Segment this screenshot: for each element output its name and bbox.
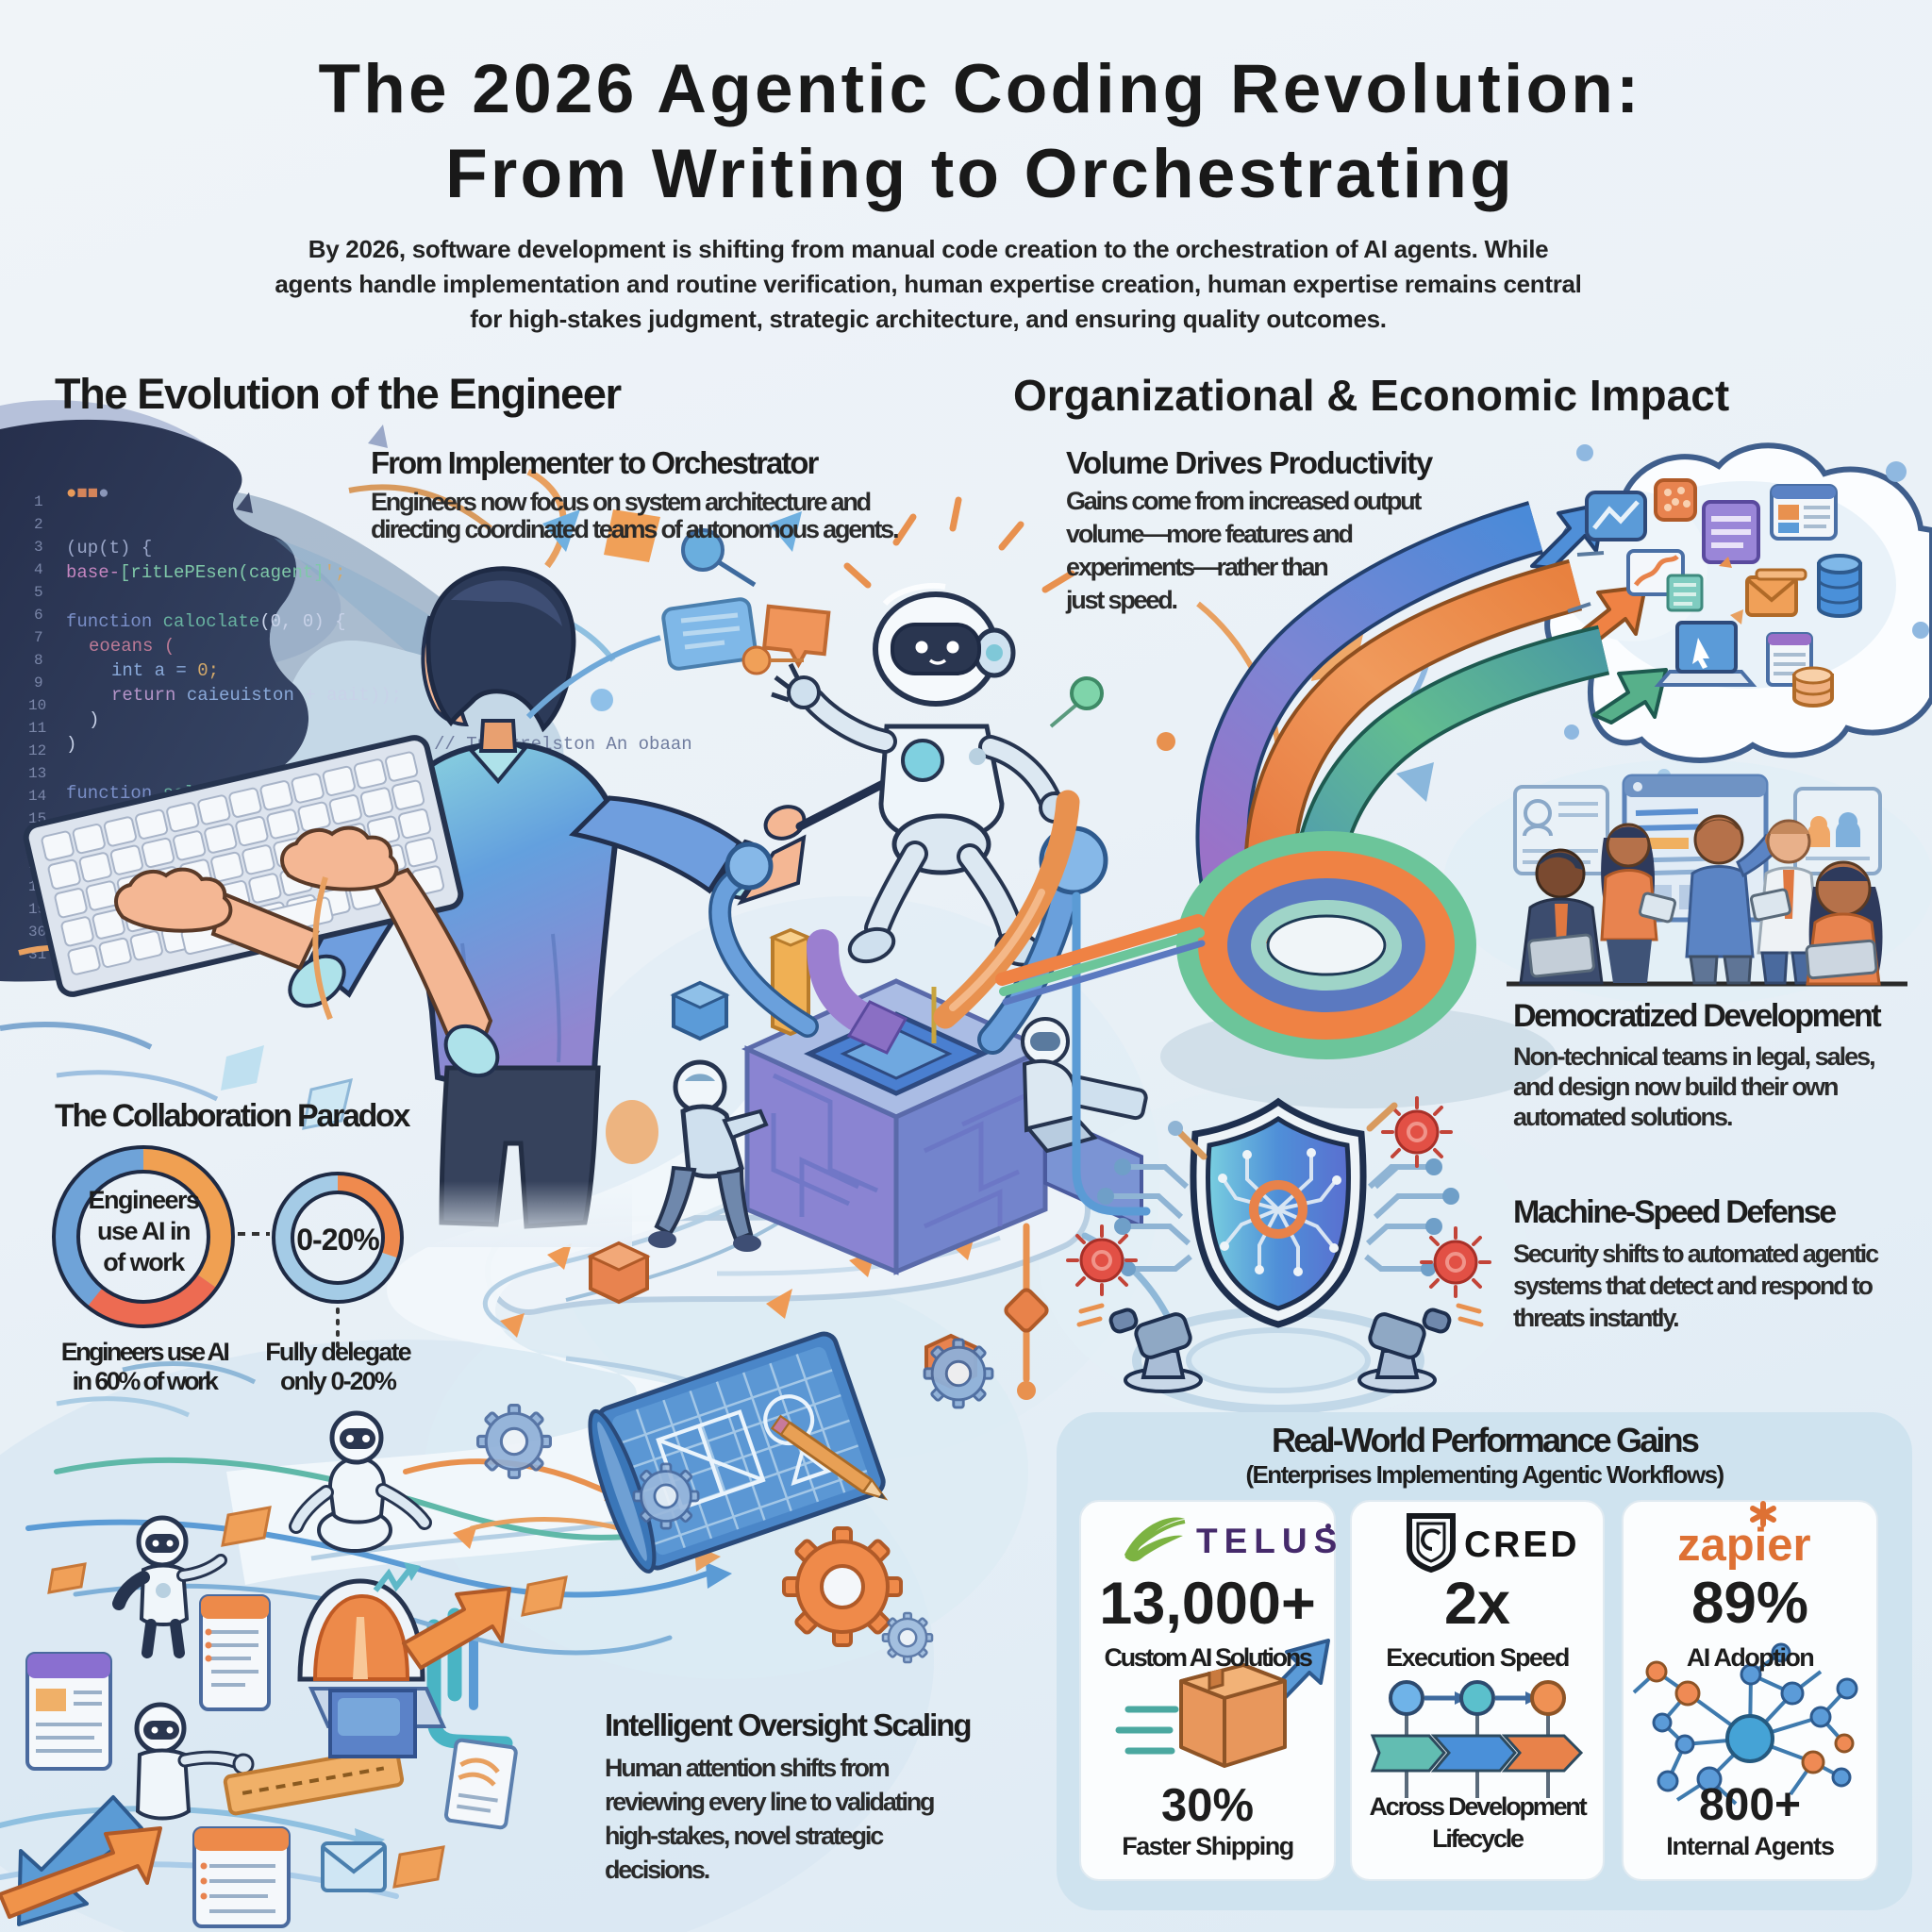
- svg-text:2: 2: [34, 516, 43, 533]
- svg-text:int a = 0;: int a = 0;: [111, 660, 219, 681]
- svg-text:zapier: zapier: [1677, 1520, 1811, 1571]
- svg-text:TELUS: TELUS: [1196, 1522, 1343, 1560]
- svg-text:7: 7: [34, 629, 43, 646]
- svg-text:8: 8: [34, 652, 43, 669]
- svg-text:function caloclate(0, 0) {: function caloclate(0, 0) {: [66, 611, 345, 632]
- svg-text:4: 4: [34, 561, 43, 578]
- svg-text:): ): [89, 709, 99, 730]
- svg-text:11: 11: [28, 720, 46, 737]
- svg-text:(up(t) {: (up(t) {: [66, 538, 152, 558]
- svg-text:9: 9: [34, 675, 43, 691]
- svg-text:12: 12: [28, 742, 46, 759]
- svg-text:14: 14: [28, 788, 46, 805]
- svg-text:6: 6: [34, 607, 43, 624]
- svg-text:13: 13: [28, 765, 46, 782]
- svg-text:30: 30: [28, 924, 46, 941]
- svg-text:3: 3: [34, 539, 43, 556]
- svg-text:1: 1: [34, 493, 43, 510]
- svg-text:5: 5: [34, 584, 43, 601]
- svg-text:base-[ritLePEsen(cagent]';: base-[ritLePEsen(cagent]';: [66, 562, 345, 583]
- svg-text:●■■●: ●■■●: [66, 483, 109, 504]
- svg-text:10: 10: [28, 697, 46, 714]
- svg-text:eoeans (: eoeans (: [89, 636, 175, 657]
- svg-text:): ): [66, 734, 76, 755]
- svg-text:CRED: CRED: [1464, 1524, 1580, 1565]
- svg-text:return caieuiston + aait));: return caieuiston + aait));: [111, 685, 402, 706]
